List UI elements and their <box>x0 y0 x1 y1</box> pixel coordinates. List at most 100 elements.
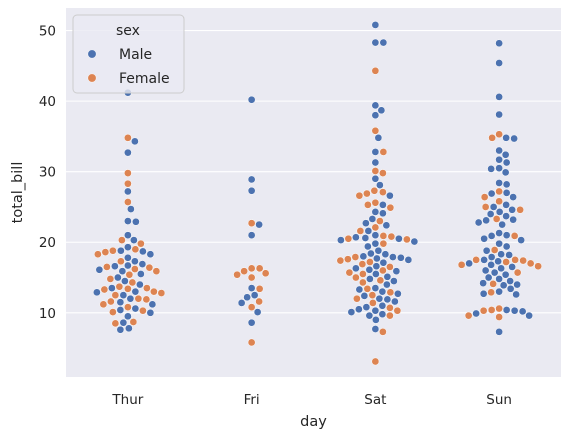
point-female <box>495 313 503 321</box>
point-male <box>95 265 104 274</box>
point-male <box>480 256 488 264</box>
point-female <box>511 256 519 264</box>
point-female <box>118 236 126 244</box>
point-female <box>351 253 360 261</box>
point-female <box>379 266 387 275</box>
point-male <box>518 307 527 316</box>
point-male <box>502 189 511 197</box>
x-tick-label: Thur <box>111 392 143 408</box>
y-tick-label: 50 <box>39 24 56 40</box>
point-female <box>109 246 117 255</box>
point-male <box>378 310 387 319</box>
point-male <box>371 111 380 120</box>
point-male <box>366 275 374 283</box>
point-male <box>371 284 380 292</box>
point-male <box>130 236 138 244</box>
point-male <box>379 201 387 209</box>
point-male <box>124 217 132 225</box>
point-female <box>137 239 145 248</box>
point-male <box>379 258 388 267</box>
point-male <box>410 237 419 246</box>
data-points <box>93 21 542 366</box>
point-male <box>371 325 380 333</box>
point-female <box>336 256 345 265</box>
point-female <box>128 278 137 287</box>
point-female <box>510 232 519 240</box>
point-female <box>359 278 367 287</box>
legend-marker-female <box>87 73 97 83</box>
point-female <box>371 357 380 366</box>
point-female <box>526 259 535 268</box>
point-female <box>379 148 388 156</box>
point-female <box>490 246 499 254</box>
point-male <box>114 273 122 282</box>
y-tick-label: 10 <box>39 306 56 322</box>
point-female <box>124 198 132 206</box>
point-male <box>495 110 503 119</box>
point-male <box>502 133 510 142</box>
point-male <box>495 229 503 237</box>
point-female <box>111 291 120 300</box>
point-male <box>404 256 413 264</box>
point-female <box>371 167 380 175</box>
point-female <box>150 287 158 296</box>
point-male <box>517 236 525 244</box>
point-male <box>253 308 262 316</box>
point-male <box>383 280 391 289</box>
point-female <box>255 264 264 273</box>
point-male <box>379 38 388 47</box>
point-male <box>125 324 133 333</box>
point-female <box>472 256 480 264</box>
point-male <box>371 101 380 110</box>
point-male <box>137 270 145 278</box>
point-male <box>146 250 155 259</box>
point-male <box>495 179 503 187</box>
point-female <box>139 306 147 315</box>
point-male <box>495 59 503 67</box>
point-female <box>157 289 166 297</box>
legend-items: Male Female <box>87 47 170 87</box>
point-male <box>482 246 491 255</box>
point-male <box>371 148 380 156</box>
point-female <box>125 270 134 279</box>
point-male <box>371 21 380 29</box>
point-male <box>502 180 511 189</box>
point-male <box>474 218 483 227</box>
point-male <box>368 215 377 223</box>
point-female <box>379 232 388 240</box>
point-female <box>370 186 379 195</box>
point-male <box>506 284 515 293</box>
point-male <box>361 234 370 242</box>
point-male <box>108 284 116 292</box>
point-male <box>501 150 510 159</box>
point-female <box>403 235 411 244</box>
point-male <box>487 232 496 240</box>
point-male <box>347 308 356 316</box>
point-male <box>397 253 405 262</box>
point-female <box>109 308 117 316</box>
point-male <box>148 300 157 309</box>
point-male <box>111 262 119 271</box>
point-female <box>134 294 143 303</box>
point-male <box>131 137 139 146</box>
point-male <box>495 208 504 216</box>
point-male <box>138 260 147 268</box>
point-male <box>498 220 506 229</box>
point-male <box>510 134 518 143</box>
point-female <box>100 285 109 294</box>
point-male <box>482 216 490 225</box>
point-female <box>495 130 503 139</box>
point-male <box>371 38 380 47</box>
point-female <box>124 179 132 188</box>
point-male <box>486 210 495 218</box>
point-female <box>488 133 496 142</box>
point-female <box>379 239 388 248</box>
point-female <box>376 276 385 285</box>
point-male <box>247 175 256 184</box>
point-male <box>505 251 513 259</box>
point-female <box>255 297 263 306</box>
point-female <box>495 304 503 313</box>
point-male <box>497 264 505 273</box>
point-male <box>490 268 499 277</box>
